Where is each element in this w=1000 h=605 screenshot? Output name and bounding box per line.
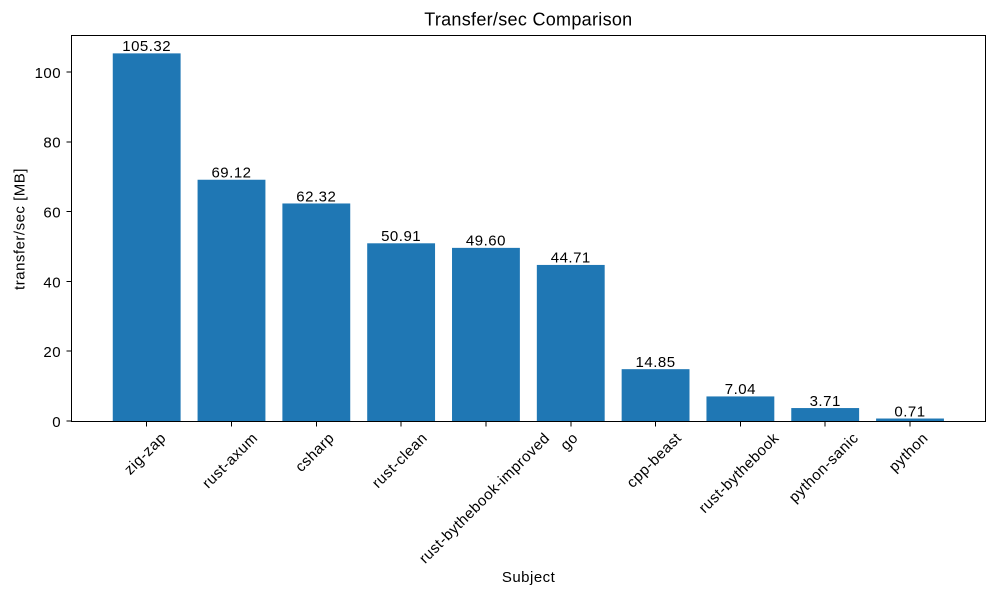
svg-text:105.32: 105.32 <box>122 38 171 55</box>
svg-text:7.04: 7.04 <box>725 381 756 398</box>
svg-text:Transfer/sec Comparison: Transfer/sec Comparison <box>424 10 632 30</box>
svg-text:3.71: 3.71 <box>810 393 841 410</box>
svg-text:0.71: 0.71 <box>894 403 925 420</box>
svg-text:44.71: 44.71 <box>551 250 591 267</box>
svg-text:40: 40 <box>43 274 61 291</box>
svg-text:62.32: 62.32 <box>296 188 336 205</box>
svg-text:transfer/sec [MB]: transfer/sec [MB] <box>12 168 29 290</box>
svg-text:100: 100 <box>35 65 62 82</box>
svg-text:0: 0 <box>52 414 61 431</box>
svg-text:49.60: 49.60 <box>466 233 506 250</box>
svg-text:Subject: Subject <box>502 569 556 586</box>
svg-text:69.12: 69.12 <box>211 165 251 182</box>
svg-text:20: 20 <box>43 344 61 361</box>
svg-text:14.85: 14.85 <box>636 354 676 371</box>
svg-text:50.91: 50.91 <box>381 228 421 245</box>
svg-text:60: 60 <box>43 204 61 221</box>
svg-text:80: 80 <box>43 135 61 152</box>
